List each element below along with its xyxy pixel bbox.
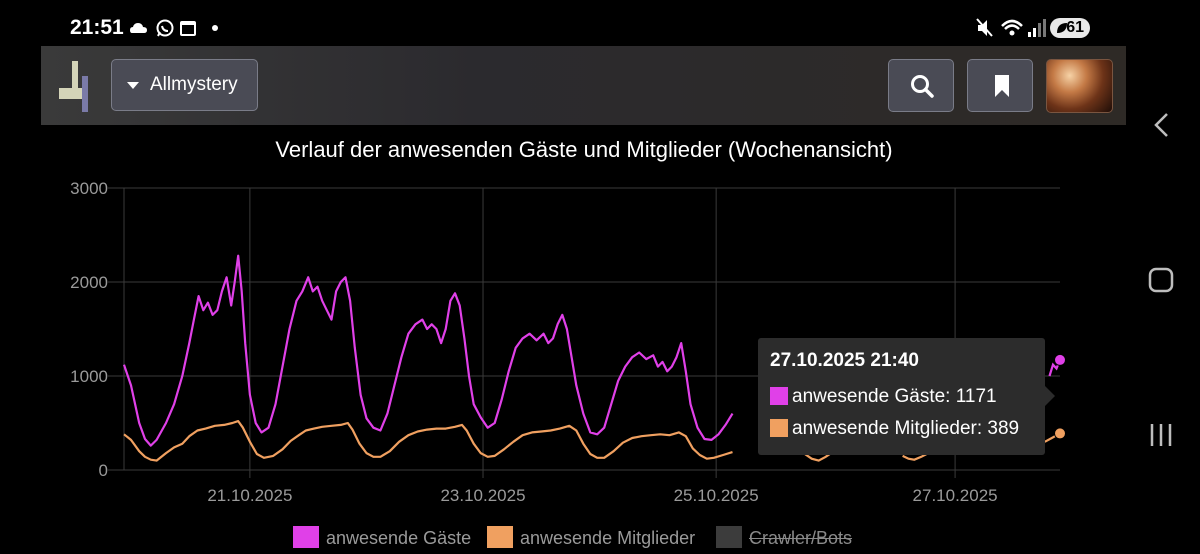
legend-label-members: anwesende Mitglieder: [520, 528, 696, 548]
bookmark-button[interactable]: [967, 59, 1033, 112]
site-selector-button[interactable]: Allmystery: [111, 59, 258, 111]
chart-area[interactable]: 0 1000 2000 3000 21.10.2025 23.10.2025 25.10.2…: [0, 125, 1200, 525]
cloud-icon: [130, 23, 147, 33]
caret-down-icon: [127, 82, 139, 89]
wifi-icon: [1001, 19, 1023, 36]
allmystery-logo-icon[interactable]: [57, 58, 97, 114]
status-bar: 21:51: [0, 0, 1200, 46]
series-segment-members: [902, 452, 929, 461]
tooltip-row-members: anwesende Mitglieder: 389: [770, 418, 1045, 450]
series-segment-members: [802, 451, 834, 462]
status-left-icons: [130, 18, 230, 43]
legend-swatch-bots: [716, 526, 742, 548]
tooltip-swatch-guests: [770, 387, 788, 405]
y-tick-label: 3000: [70, 179, 108, 198]
legend-label-guests: anwesende Gäste: [326, 528, 472, 548]
y-tick-label: 0: [99, 461, 108, 480]
mute-icon: [976, 18, 993, 37]
recents-icon[interactable]: [1140, 422, 1180, 450]
app-bar: Allmystery: [41, 46, 1126, 125]
search-icon: [911, 75, 934, 98]
tooltip-row-guests: anwesende Gäste: 1171: [770, 386, 1045, 418]
back-icon[interactable]: [1140, 112, 1180, 140]
x-tick-label: 23.10.2025: [440, 486, 525, 505]
battery-level: 61: [1066, 19, 1084, 36]
search-button[interactable]: [888, 59, 954, 112]
series-line-members: [123, 420, 733, 462]
whatsapp-icon: [156, 19, 174, 37]
tooltip-label-guests: anwesende Gäste: 1171: [792, 386, 997, 407]
series-end-marker-guests: [1054, 353, 1066, 366]
tooltip-label-members: anwesende Mitglieder: 389: [792, 418, 1020, 439]
legend-label-bots: Crawler/Bots: [749, 528, 853, 548]
site-selector-label: Allmystery: [150, 74, 238, 95]
bookmark-icon: [995, 75, 1009, 97]
leaf-icon: [1057, 23, 1067, 33]
chart-tooltip: 27.10.2025 21:40 anwesende Gäste: 1171 a…: [758, 338, 1055, 455]
battery-icon: 61: [1050, 18, 1090, 38]
chart-series: [122, 254, 1066, 462]
series-line-guests: [122, 254, 734, 447]
y-tick-label: 1000: [70, 367, 108, 386]
chart-axes: 0 1000 2000 3000 21.10.2025 23.10.2025 25.10.2…: [70, 179, 997, 505]
status-time: 21:51: [70, 16, 124, 39]
x-tick-label: 21.10.2025: [207, 486, 292, 505]
avatar[interactable]: [1046, 59, 1113, 113]
signal-icon: [1028, 19, 1046, 37]
legend-swatch-members: [487, 526, 513, 548]
chart-grid: [108, 187, 1060, 478]
tooltip-title: 27.10.2025 21:40: [770, 350, 919, 371]
status-right-icons: [976, 16, 1046, 45]
legend-swatch-guests: [293, 526, 319, 548]
y-tick-label: 2000: [70, 273, 108, 292]
series-end-marker-members: [1054, 427, 1066, 440]
home-icon[interactable]: [1140, 266, 1180, 296]
x-tick-label: 27.10.2025: [913, 486, 998, 505]
chart-title: Verlauf der anwesenden Gäste und Mitglie…: [275, 137, 893, 162]
tooltip-swatch-members: [770, 419, 788, 437]
dot-icon: [212, 25, 218, 31]
calendar-icon: [180, 21, 196, 36]
x-tick-label: 25.10.2025: [674, 486, 759, 505]
chart-legend: anwesende Gäste anwesende Mitglieder Cra…: [0, 526, 1168, 550]
